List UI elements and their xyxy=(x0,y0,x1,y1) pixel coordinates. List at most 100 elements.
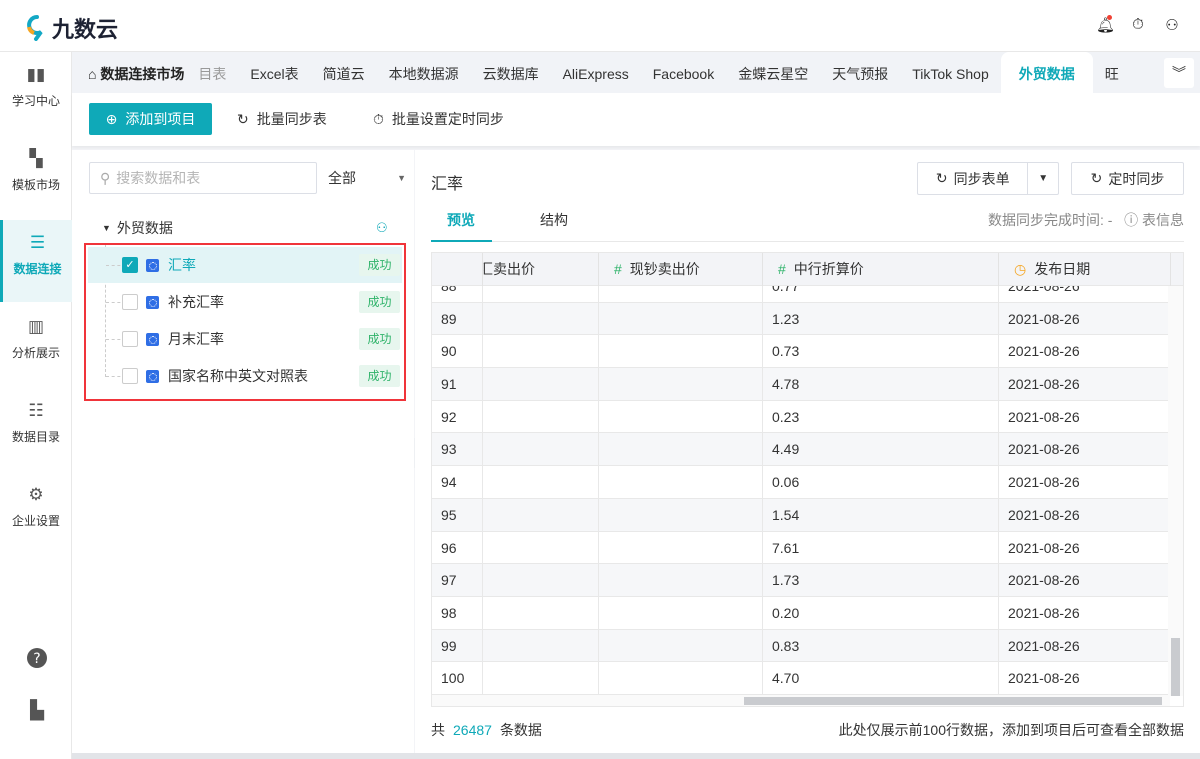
column-header[interactable]: # 现钞卖出价 xyxy=(599,253,763,286)
table-row[interactable]: 92 0.23 2021-08-26 xyxy=(432,400,1170,434)
checkbox[interactable]: ✓ xyxy=(122,257,138,273)
horizontal-scrollbar[interactable] xyxy=(432,695,1170,706)
table-row[interactable]: 100 4.70 2021-08-26 xyxy=(432,662,1170,695)
tree-node[interactable]: 国家名称中英文对照表 成功 xyxy=(88,358,402,394)
timer-sync-button[interactable]: ↻ 定时同步 xyxy=(1071,162,1184,195)
sync-info: 数据同步完成时间: - ⓘ 表信息 xyxy=(988,210,1184,230)
user-settings-icon[interactable]: ⚇ xyxy=(376,220,388,235)
tab-item[interactable]: 本地数据源 xyxy=(388,66,459,82)
tab-item[interactable]: Facebook xyxy=(652,66,715,82)
tab-preview[interactable]: 预览 xyxy=(447,212,475,228)
tree-node[interactable]: ✓ 汇率 成功 xyxy=(88,247,402,283)
double-chevron-down-icon: ︾ xyxy=(1172,65,1186,81)
tab-item[interactable]: AliExpress xyxy=(562,66,629,82)
tab-item[interactable]: 金蝶云星空 xyxy=(738,66,809,82)
refresh-icon: ↻ xyxy=(935,170,948,186)
tab-item[interactable]: 旺 xyxy=(1104,66,1119,82)
tab-item[interactable]: 简道云 xyxy=(322,66,365,82)
sidebar-item-catalog[interactable]: ☷ 数据目录 xyxy=(0,388,72,470)
sync-form-dropdown[interactable]: ▼ xyxy=(1028,173,1058,184)
table-row[interactable]: 98 0.20 2021-08-26 xyxy=(432,596,1170,630)
table-row[interactable]: 96 7.61 2021-08-26 xyxy=(432,531,1170,565)
tab-more-button[interactable]: ︾ xyxy=(1164,58,1194,88)
user-icon[interactable]: ⚇ xyxy=(1165,17,1179,34)
table-cell: 7.61 xyxy=(763,531,999,565)
logo[interactable]: 九数云 xyxy=(26,12,118,44)
table-row[interactable]: 89 1.23 2021-08-26 xyxy=(432,302,1170,336)
tab-bar: ⌂ 数据连接市场 目表 Excel表 简道云 本地数据源 云数据库 AliExp… xyxy=(72,52,1200,93)
search-input[interactable] xyxy=(116,170,297,186)
table-row[interactable]: 90 0.73 2021-08-26 xyxy=(432,335,1170,369)
row-count: 共 26487 条数据 xyxy=(431,720,542,740)
table-row[interactable]: 88 0.77 2021-08-26 xyxy=(432,286,1170,303)
tab-item[interactable]: 目表 xyxy=(198,66,227,82)
table-cell: 2021-08-26 xyxy=(999,302,1170,336)
scroll-thumb[interactable] xyxy=(1171,638,1180,696)
tab-label: 数据连接市场 xyxy=(100,66,185,82)
sidebar-label: 分析展示 xyxy=(11,346,60,360)
sidebar-item-templates[interactable]: ▚ 模板市场 xyxy=(0,136,72,218)
sync-form-button[interactable]: ↻ 同步表单 xyxy=(918,163,1029,194)
table-row[interactable]: 95 1.54 2021-08-26 xyxy=(432,498,1170,532)
tree-guide xyxy=(105,245,106,377)
tab-item[interactable]: Excel表 xyxy=(250,66,299,82)
page-scrollbar[interactable] xyxy=(72,753,1200,759)
tab-item[interactable]: 云数据库 xyxy=(482,66,539,82)
checkbox[interactable] xyxy=(122,368,138,384)
sidebar-item-analysis[interactable]: ▥ 分析展示 xyxy=(0,304,72,386)
data-table: 汇卖出价 # 现钞卖出价 # 中行折算价 ◷ 发布日期 88 0.77 2021-08-2… xyxy=(431,252,1184,707)
batch-timer-button[interactable]: ⏱︎ 批量设置定时同步 xyxy=(373,103,504,135)
table-row[interactable]: 99 0.83 2021-08-26 xyxy=(432,629,1170,663)
table-cell: 2021-08-26 xyxy=(999,629,1170,663)
tab-home[interactable]: ⌂ 数据连接市场 xyxy=(72,52,196,93)
table-row[interactable]: 91 4.78 2021-08-26 xyxy=(432,368,1170,401)
bell-icon[interactable]: 🔔︎ xyxy=(1096,15,1116,34)
column-header[interactable]: # 中行折算价 xyxy=(763,253,999,286)
table-cell: 4.70 xyxy=(763,662,999,695)
add-to-project-button[interactable]: ⊕ 添加到项目 xyxy=(89,103,212,135)
table-cell xyxy=(599,302,763,336)
tree-root[interactable]: ▼ 外贸数据 xyxy=(102,218,173,238)
vertical-scrollbar[interactable] xyxy=(1168,286,1183,696)
column-header[interactable]: ◷ 发布日期 xyxy=(999,253,1171,286)
refresh-icon: ↻ xyxy=(237,110,249,127)
table-cell: 1.23 xyxy=(763,302,999,336)
building-icon[interactable]: ▙ xyxy=(30,700,44,720)
table-icon xyxy=(146,332,159,346)
timer-icon[interactable]: ⏱︎ xyxy=(1132,16,1144,33)
table-row[interactable]: 94 0.06 2021-08-26 xyxy=(432,466,1170,499)
table-info-link[interactable]: ⓘ 表信息 xyxy=(1124,212,1184,228)
table-cell: 0.06 xyxy=(763,466,999,499)
table-row[interactable]: 93 4.49 2021-08-26 xyxy=(432,433,1170,467)
sidebar-item-learning[interactable]: ▮▮ 学习中心 xyxy=(0,52,72,134)
scroll-thumb[interactable] xyxy=(744,697,1162,705)
checkbox[interactable] xyxy=(122,331,138,347)
filter-select[interactable]: 全部 ▼ xyxy=(328,162,406,194)
tree-node[interactable]: 补充汇率 成功 xyxy=(88,284,402,320)
toolbar: ⊕ 添加到项目 ↻ 批量同步表 ⏱︎ 批量设置定时同步 xyxy=(72,93,1200,146)
tab-item[interactable]: TikTok Shop xyxy=(912,66,989,82)
batch-sync-button[interactable]: ↻ 批量同步表 xyxy=(237,103,327,135)
checkbox[interactable] xyxy=(122,294,138,310)
search-box[interactable]: ⚲ xyxy=(89,162,317,194)
table-cell: 97 xyxy=(432,564,483,597)
table-cell xyxy=(483,564,599,597)
search-icon: ⚲ xyxy=(100,169,111,186)
help-icon[interactable]: ? xyxy=(26,647,48,669)
table-info-label: 表信息 xyxy=(1142,212,1184,228)
home-icon: ⌂ xyxy=(88,66,101,82)
tab-item[interactable]: 天气预报 xyxy=(832,66,889,82)
status-badge: 成功 xyxy=(359,328,400,350)
tab-structure[interactable]: 结构 xyxy=(540,212,568,228)
table-cell: 89 xyxy=(432,302,483,336)
tab-item-active[interactable]: 外贸数据 xyxy=(1000,52,1093,93)
table-cell: 94 xyxy=(432,466,483,499)
table-row[interactable]: 97 1.73 2021-08-26 xyxy=(432,564,1170,597)
table-cell xyxy=(599,400,763,434)
table-cell: 2021-08-26 xyxy=(999,662,1170,695)
sidebar-item-settings[interactable]: ⚙ 企业设置 xyxy=(0,472,72,554)
sidebar-item-data-connect[interactable]: ☰ 数据连接 xyxy=(0,220,72,302)
sidebar-label: 模板市场 xyxy=(11,178,60,192)
column-header[interactable]: 汇卖出价 xyxy=(483,253,599,286)
tree-node[interactable]: 月末汇率 成功 xyxy=(88,321,402,357)
